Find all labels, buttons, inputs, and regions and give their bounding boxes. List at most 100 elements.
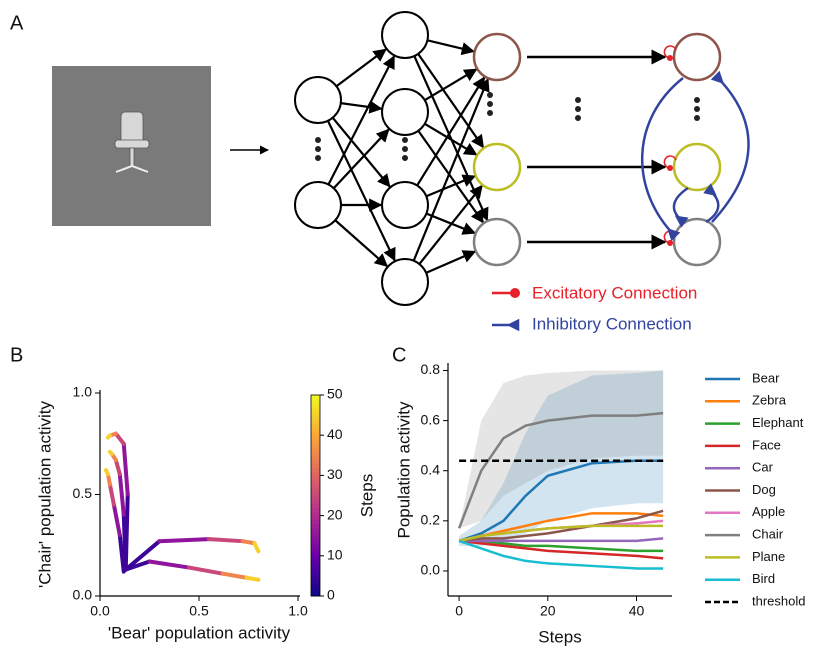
ellipsis-dot bbox=[694, 97, 700, 103]
colorbar-cell bbox=[311, 403, 320, 408]
legend-label: Bird bbox=[752, 571, 775, 586]
ellipsis-dot bbox=[402, 137, 408, 143]
ellipsis-dot bbox=[402, 155, 408, 161]
legend-label: Inhibitory Connection bbox=[532, 314, 692, 333]
colorbar-label: Steps bbox=[357, 474, 376, 517]
colorbar-cell bbox=[311, 459, 320, 464]
y-tick-label: 0.5 bbox=[73, 485, 93, 501]
x-tick-label: 20 bbox=[540, 603, 556, 619]
network-diagram: Excitatory Connection Inhibitory Connect… bbox=[52, 12, 749, 333]
colorbar-cell bbox=[311, 560, 320, 565]
colorbar-cell bbox=[311, 423, 320, 428]
line-series bbox=[459, 541, 663, 551]
legend-label: Dog bbox=[752, 482, 776, 497]
ellipsis-dot bbox=[402, 146, 408, 152]
node bbox=[382, 89, 428, 135]
arrow bbox=[427, 40, 473, 51]
legend-label: threshold bbox=[752, 593, 805, 608]
ellipsis-dot bbox=[315, 155, 321, 161]
trajectory-segment bbox=[106, 470, 108, 474]
colorbar-cell bbox=[311, 491, 320, 496]
colorbar-cell bbox=[311, 431, 320, 436]
colorbar-tick-label: 20 bbox=[327, 506, 343, 522]
colorbar-cell bbox=[311, 500, 320, 505]
x-tick-label: 0.0 bbox=[90, 603, 110, 619]
trajectory-segment bbox=[247, 578, 259, 580]
y-tick-label: 0.0 bbox=[73, 587, 93, 603]
node bbox=[474, 219, 520, 265]
trajectory-segment bbox=[110, 484, 114, 504]
trajectory-segment bbox=[150, 561, 190, 567]
ellipsis-dot bbox=[694, 115, 700, 121]
y-tick-label: 0.6 bbox=[421, 411, 441, 427]
colorbar-cell bbox=[311, 471, 320, 476]
colorbar-cell bbox=[311, 524, 320, 529]
node bbox=[382, 12, 428, 58]
arrow bbox=[426, 252, 475, 273]
trajectory-segment bbox=[124, 444, 128, 495]
colorbar-cell bbox=[311, 564, 320, 569]
legend-label: Car bbox=[752, 460, 774, 475]
legend-label: Chair bbox=[752, 527, 784, 542]
ellipsis-dot bbox=[575, 97, 581, 103]
node bbox=[674, 219, 720, 265]
trajectory-segment bbox=[108, 436, 110, 438]
y-tick-label: 0.2 bbox=[421, 512, 441, 528]
node bbox=[474, 34, 520, 80]
trajectory-segment bbox=[110, 452, 112, 454]
colorbar-tick-label: 0 bbox=[327, 587, 335, 603]
panel-label: A bbox=[10, 12, 24, 34]
ellipsis-dot bbox=[487, 101, 493, 107]
colorbar-cell bbox=[311, 467, 320, 472]
colorbar-cell bbox=[311, 504, 320, 509]
colorbar-cell bbox=[311, 463, 320, 468]
legend-label: Excitatory Connection bbox=[532, 283, 697, 302]
colorbar-cell bbox=[311, 548, 320, 553]
colorbar-cell bbox=[311, 556, 320, 561]
node bbox=[674, 144, 720, 190]
colorbar-cell bbox=[311, 512, 320, 517]
node bbox=[382, 182, 428, 228]
trajectory-segment bbox=[116, 460, 120, 474]
node bbox=[295, 182, 341, 228]
ellipsis-dot bbox=[694, 106, 700, 112]
node bbox=[382, 259, 428, 305]
node bbox=[474, 144, 520, 190]
arrow bbox=[328, 121, 395, 261]
colorbar-cell bbox=[311, 407, 320, 412]
node bbox=[295, 77, 341, 123]
colorbar-cell bbox=[311, 451, 320, 456]
colorbar-cell bbox=[311, 483, 320, 488]
trajectory-segment bbox=[254, 543, 258, 551]
x-tick-label: 0.5 bbox=[189, 603, 209, 619]
colorbar-cell bbox=[311, 544, 320, 549]
figure: A B C Excitatory Connection Inhibitory C… bbox=[0, 0, 817, 651]
legend-label: Bear bbox=[752, 370, 780, 385]
colorbar-tick-label: 50 bbox=[327, 386, 343, 402]
colorbar-cell bbox=[311, 536, 320, 541]
trajectory-segment bbox=[189, 568, 223, 574]
colorbar-cell bbox=[311, 395, 320, 400]
panel-label: B bbox=[10, 344, 23, 366]
arrow bbox=[336, 49, 385, 86]
y-axis-label: Population activity bbox=[394, 401, 413, 539]
colorbar-cell bbox=[311, 439, 320, 444]
colorbar-cell bbox=[311, 399, 320, 404]
colorbar-cell bbox=[311, 588, 320, 593]
colorbar-cell bbox=[311, 528, 320, 533]
colorbar-cell bbox=[311, 568, 320, 573]
legend-label: Face bbox=[752, 437, 781, 452]
ellipsis-dot bbox=[315, 146, 321, 152]
colorbar-cell bbox=[311, 552, 320, 557]
y-tick-label: 0.8 bbox=[421, 361, 441, 377]
colorbar-tick-label: 30 bbox=[327, 466, 343, 482]
colorbar-cell bbox=[311, 572, 320, 577]
colorbar-cell bbox=[311, 496, 320, 501]
ellipsis-dot bbox=[487, 110, 493, 116]
x-axis-label: Steps bbox=[538, 627, 581, 646]
colorbar-tick-label: 10 bbox=[327, 547, 343, 563]
y-tick-label: 0.0 bbox=[421, 562, 441, 578]
x-tick-label: 0 bbox=[455, 603, 463, 619]
colorbar-tick-label: 40 bbox=[327, 426, 343, 442]
x-tick-label: 1.0 bbox=[288, 603, 308, 619]
